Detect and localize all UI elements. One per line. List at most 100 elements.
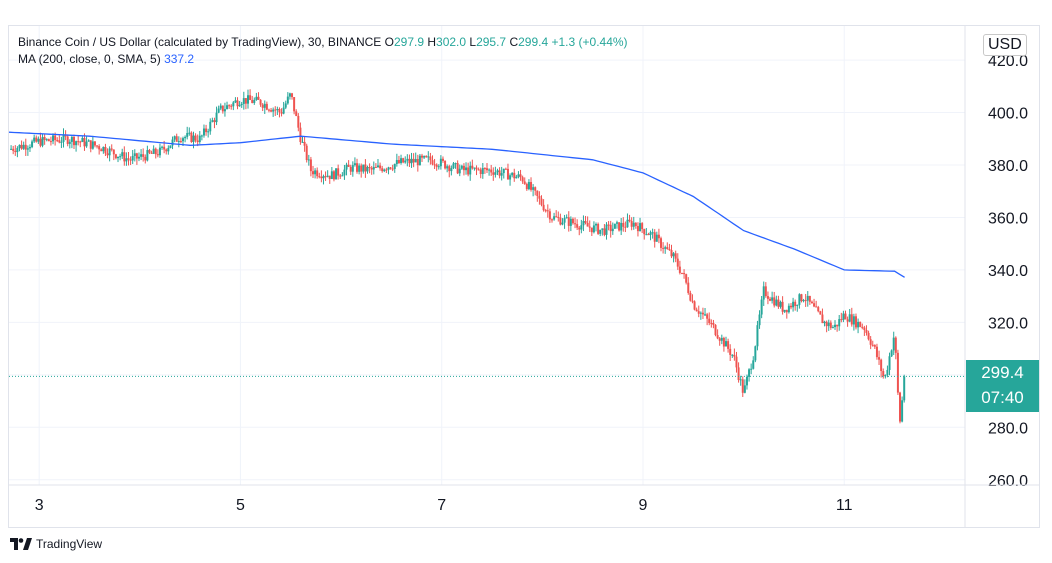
candle-body	[45, 139, 48, 141]
candle-body	[871, 344, 874, 346]
candle-body	[762, 286, 765, 300]
indicator-row[interactable]: MA (200, close, 0, SMA, 5) 337.2	[18, 51, 628, 68]
candle-body	[56, 140, 59, 142]
y-tick-label: 280.0	[988, 420, 1028, 437]
candle-body	[395, 160, 398, 165]
candle-body	[852, 316, 855, 325]
candle-body	[722, 337, 725, 347]
candle-body	[301, 141, 304, 143]
candle-body	[454, 163, 457, 165]
candle-body	[890, 350, 893, 357]
y-tick-label: 320.0	[988, 315, 1028, 332]
currency-button[interactable]: USD	[983, 34, 1027, 56]
candle-body	[779, 301, 782, 307]
open-value: 297.9	[393, 35, 424, 49]
candle-body	[186, 133, 189, 137]
candle-body	[345, 164, 348, 170]
candle-body	[433, 164, 436, 166]
candle-body	[854, 316, 857, 328]
candle-body	[844, 313, 847, 320]
candle-body	[565, 217, 568, 219]
last-price-label: 299.4 07:40	[966, 360, 1039, 412]
candle-body	[745, 376, 748, 386]
candle-body	[771, 297, 774, 301]
candle-body	[391, 168, 394, 170]
candle-body	[328, 175, 331, 180]
candle-body	[569, 218, 572, 226]
candle-body	[716, 335, 719, 339]
candle-body	[869, 339, 872, 345]
candle-body	[458, 168, 461, 174]
candle-body	[163, 146, 166, 150]
candle-body	[471, 165, 474, 169]
candle-body	[486, 168, 488, 171]
candle-body	[544, 210, 547, 212]
candle-body	[850, 314, 853, 325]
candle-body	[865, 330, 868, 333]
candle-body	[259, 99, 262, 105]
candle-body	[385, 169, 388, 171]
candle-body	[827, 322, 830, 327]
candle-body	[607, 224, 610, 226]
symbol-title[interactable]: Binance Coin / US Dollar (calculated by …	[18, 35, 382, 49]
candle-body	[481, 168, 484, 175]
candle-body	[255, 96, 258, 100]
candle-body	[706, 314, 709, 319]
candle-body	[584, 220, 587, 223]
candle-body	[68, 141, 71, 144]
candle-body	[75, 141, 78, 146]
candle-body	[725, 341, 727, 347]
candle-body	[192, 135, 195, 142]
candle-body	[263, 103, 266, 108]
candle-body	[628, 219, 631, 222]
candle-body	[387, 167, 390, 170]
time-axis: 3 5 7 9 11	[9, 484, 1040, 514]
candle-body	[81, 138, 84, 142]
candle-body	[611, 228, 614, 232]
candle-body	[54, 135, 57, 141]
candle-body	[406, 158, 409, 161]
candle-body	[200, 135, 203, 137]
tradingview-logo-icon[interactable]	[10, 538, 32, 550]
candle-body	[362, 164, 365, 172]
candle-body	[680, 272, 683, 274]
candle-body	[609, 224, 612, 232]
candle-body	[156, 154, 159, 156]
candle-body	[372, 166, 375, 170]
price-axis: 420.0400.0380.0360.0340.0320.0300.0280.0…	[964, 26, 1028, 527]
candle-body	[819, 311, 822, 315]
candle-body	[47, 139, 50, 142]
candle-body	[41, 137, 44, 146]
candle-body	[670, 250, 673, 257]
candle-body	[500, 173, 503, 176]
candle-body	[173, 136, 176, 140]
candle-body	[555, 216, 558, 218]
candle-body	[462, 165, 465, 171]
candle-body	[421, 155, 424, 158]
candle-body	[93, 141, 96, 146]
candle-body	[479, 169, 482, 175]
candle-body	[643, 229, 646, 235]
candle-body	[582, 220, 585, 226]
candle-body	[14, 150, 17, 153]
candle-body	[393, 164, 396, 169]
candle-body	[43, 137, 46, 140]
candle-body	[106, 153, 109, 156]
candle-body	[425, 156, 428, 158]
candle-body	[553, 216, 556, 220]
candle-body	[802, 300, 805, 302]
candle-body	[26, 148, 29, 150]
candle-body	[714, 324, 717, 336]
candle-body	[117, 156, 120, 159]
candle-body	[636, 226, 639, 232]
candle-body	[242, 98, 245, 104]
candle-body	[720, 337, 723, 341]
candle-body	[169, 145, 172, 148]
candle-body	[175, 136, 178, 142]
candle-body	[20, 144, 23, 149]
footer-brand[interactable]: TradingView	[36, 537, 103, 551]
candle-body	[35, 137, 38, 142]
candle-body	[194, 135, 197, 141]
candle-body	[77, 141, 80, 143]
